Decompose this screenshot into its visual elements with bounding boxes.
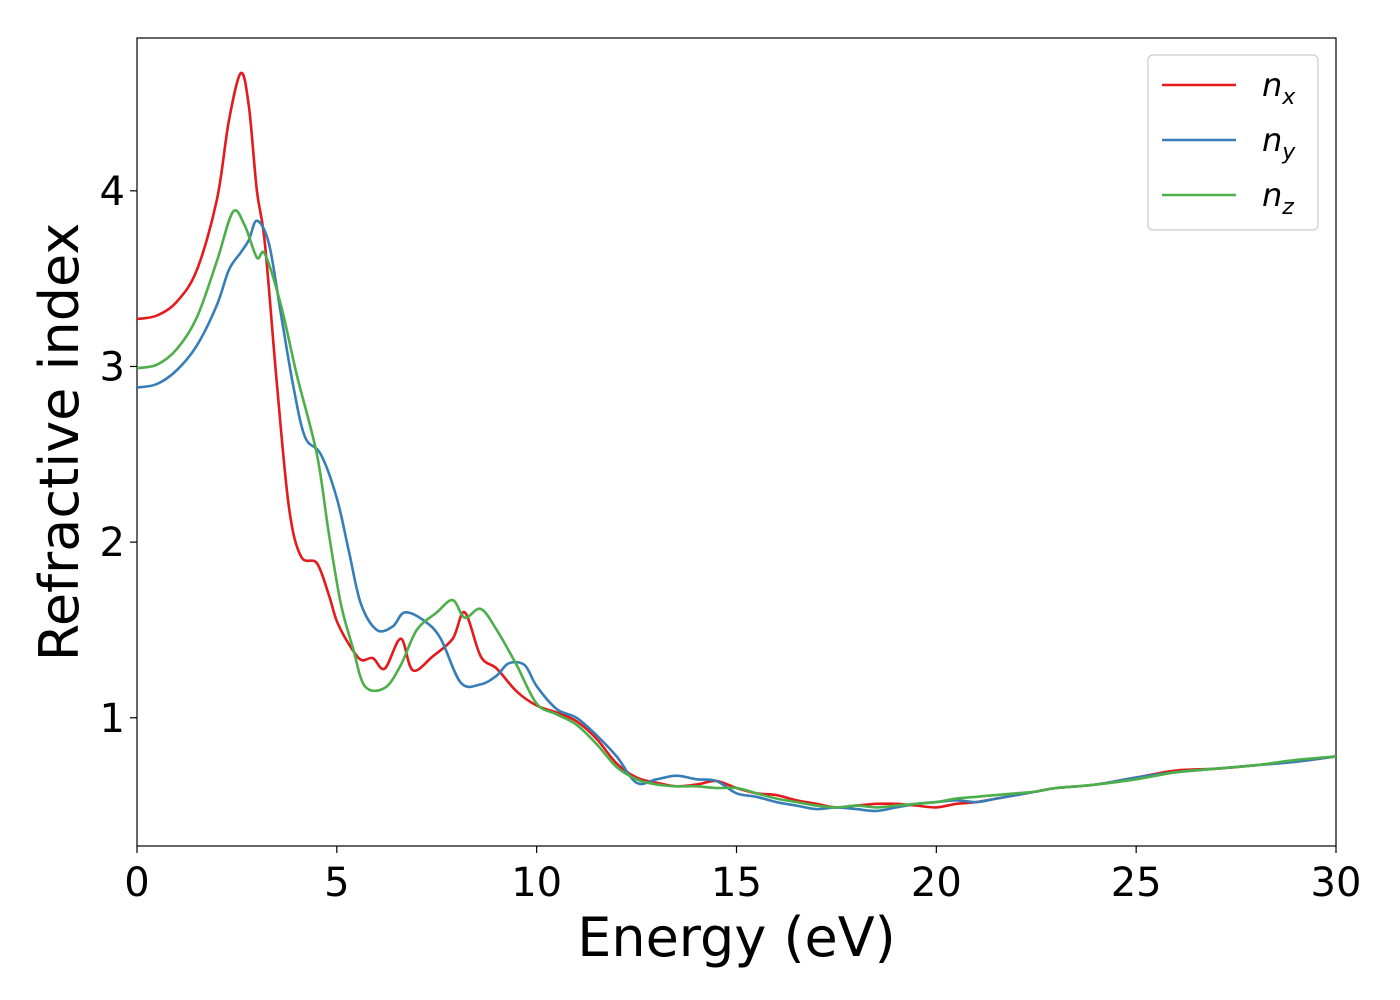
x-axis-ticks: 0 5 10 15 20 25 30 xyxy=(124,846,1361,906)
y-tick-label: 2 xyxy=(100,520,125,566)
y-tick-label: 1 xyxy=(100,696,125,742)
x-tick-label: 10 xyxy=(511,860,562,906)
y-tick-label: 3 xyxy=(100,344,125,390)
series-line-n-y xyxy=(137,219,1336,813)
x-axis-label: Energy (eV) xyxy=(577,906,896,969)
x-tick-label: 0 xyxy=(124,860,149,906)
legend-label-n-y: ny xyxy=(1262,121,1296,165)
y-axis-ticks: 1 2 3 4 xyxy=(100,169,137,742)
legend-box xyxy=(1147,54,1319,231)
legend-label-n-x: nx xyxy=(1262,66,1296,110)
series-line-n-z xyxy=(137,209,1336,809)
legend-label-n-z: nz xyxy=(1262,176,1294,220)
series-layer xyxy=(137,71,1336,813)
x-tick-label: 25 xyxy=(1111,860,1162,906)
x-tick-label: 30 xyxy=(1311,860,1362,906)
x-tick-label: 5 xyxy=(324,860,349,906)
x-tick-label: 15 xyxy=(711,860,762,906)
y-tick-label: 4 xyxy=(100,169,125,215)
x-tick-label: 20 xyxy=(911,860,962,906)
y-axis-label: Refractive index xyxy=(28,223,91,662)
legend: nx ny nz xyxy=(1147,54,1319,231)
